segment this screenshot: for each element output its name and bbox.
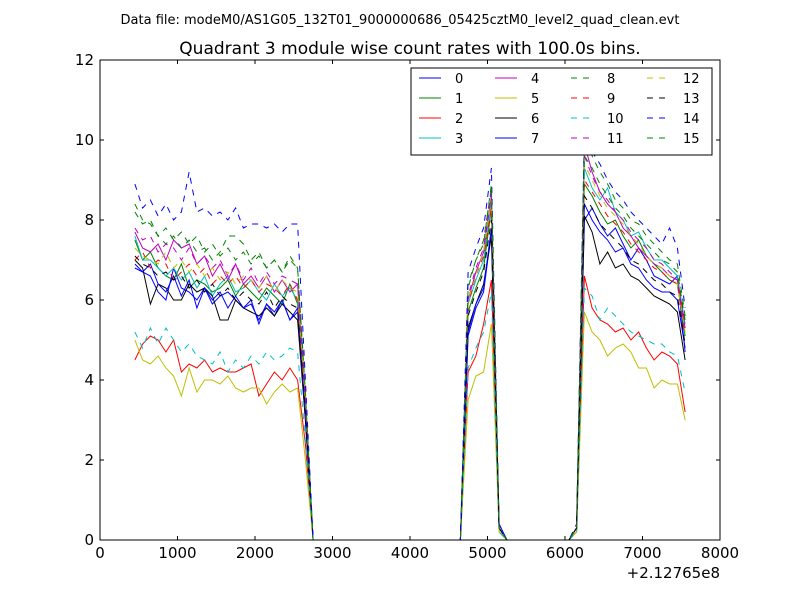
x-tick-label: 6000 bbox=[546, 544, 584, 562]
legend-label-5: 5 bbox=[531, 92, 539, 107]
x-tick-label: 4000 bbox=[391, 544, 429, 562]
legend-label-2: 2 bbox=[455, 112, 463, 127]
legend-label-7: 7 bbox=[531, 132, 539, 147]
legend-label-6: 6 bbox=[531, 112, 539, 127]
legend-label-15: 15 bbox=[683, 132, 700, 147]
legend-label-0: 0 bbox=[455, 72, 463, 87]
legend-frame bbox=[410, 67, 713, 156]
legend-label-3: 3 bbox=[455, 132, 463, 147]
legend-label-11: 11 bbox=[607, 132, 624, 147]
plot-area: 0 1000 2000 3000 4000 5000 6000 7000 80000246810… bbox=[75, 51, 739, 562]
x-tick-label: 1000 bbox=[158, 544, 196, 562]
x-tick-label: 0 bbox=[95, 544, 105, 562]
legend-label-12: 12 bbox=[683, 72, 700, 87]
chart-title: Quadrant 3 module wise count rates with … bbox=[179, 39, 640, 59]
x-tick-label: 2000 bbox=[236, 544, 274, 562]
legend-label-13: 13 bbox=[683, 92, 700, 107]
legend-label-1: 1 bbox=[455, 92, 463, 107]
y-tick-label: 6 bbox=[84, 291, 94, 309]
legend-label-8: 8 bbox=[607, 72, 615, 87]
x-offset-label: +2.12765e8 bbox=[627, 564, 720, 582]
legend-label-4: 4 bbox=[531, 72, 539, 87]
legend-label-14: 14 bbox=[683, 112, 700, 127]
x-tick-label: 7000 bbox=[623, 544, 661, 562]
y-tick-label: 2 bbox=[84, 451, 94, 469]
y-tick-label: 8 bbox=[84, 211, 94, 229]
x-tick-label: 8000 bbox=[701, 544, 739, 562]
y-tick-label: 0 bbox=[84, 531, 94, 549]
legend-label-10: 10 bbox=[607, 112, 624, 127]
x-tick-label: 5000 bbox=[468, 544, 506, 562]
x-tick-label: 3000 bbox=[313, 544, 351, 562]
y-tick-label: 4 bbox=[84, 371, 94, 389]
y-tick-label: 10 bbox=[75, 131, 94, 149]
series-15-line bbox=[134, 154, 686, 541]
y-tick-label: 12 bbox=[75, 51, 94, 69]
figure-suptitle: Data file: modeM0/AS1G05_132T01_90000006… bbox=[121, 13, 680, 28]
legend-label-9: 9 bbox=[607, 92, 615, 107]
tick-layer: 0 1000 2000 3000 4000 5000 6000 7000 80000246810… bbox=[75, 51, 739, 562]
